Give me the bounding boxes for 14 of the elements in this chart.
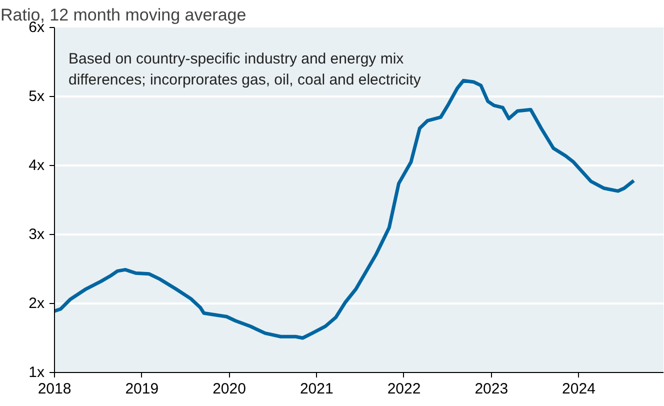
annotation: Based on country-specific industry and energy mix differences; incorprorates gas, oil, coal and electricity [68,50,422,88]
chart-subtitle: Ratio, 12 month moving average [0,6,246,24]
x-tick-label: 2023 [474,380,508,398]
y-tick-label: 4x [28,157,45,174]
y-tick-label: 1x [28,364,45,381]
y-tick-label: 3x [28,226,45,243]
y-tick-label: 2x [28,295,45,312]
x-tick-label: 2018 [38,380,72,398]
x-tick-label: 2021 [300,380,334,398]
x-tick-label: 2020 [212,380,246,398]
x-tick-label: 2024 [562,380,596,398]
x-tick-label: 2019 [125,380,159,398]
x-tick-label: 2022 [387,380,421,398]
y-tick-label: 5x [28,88,45,105]
